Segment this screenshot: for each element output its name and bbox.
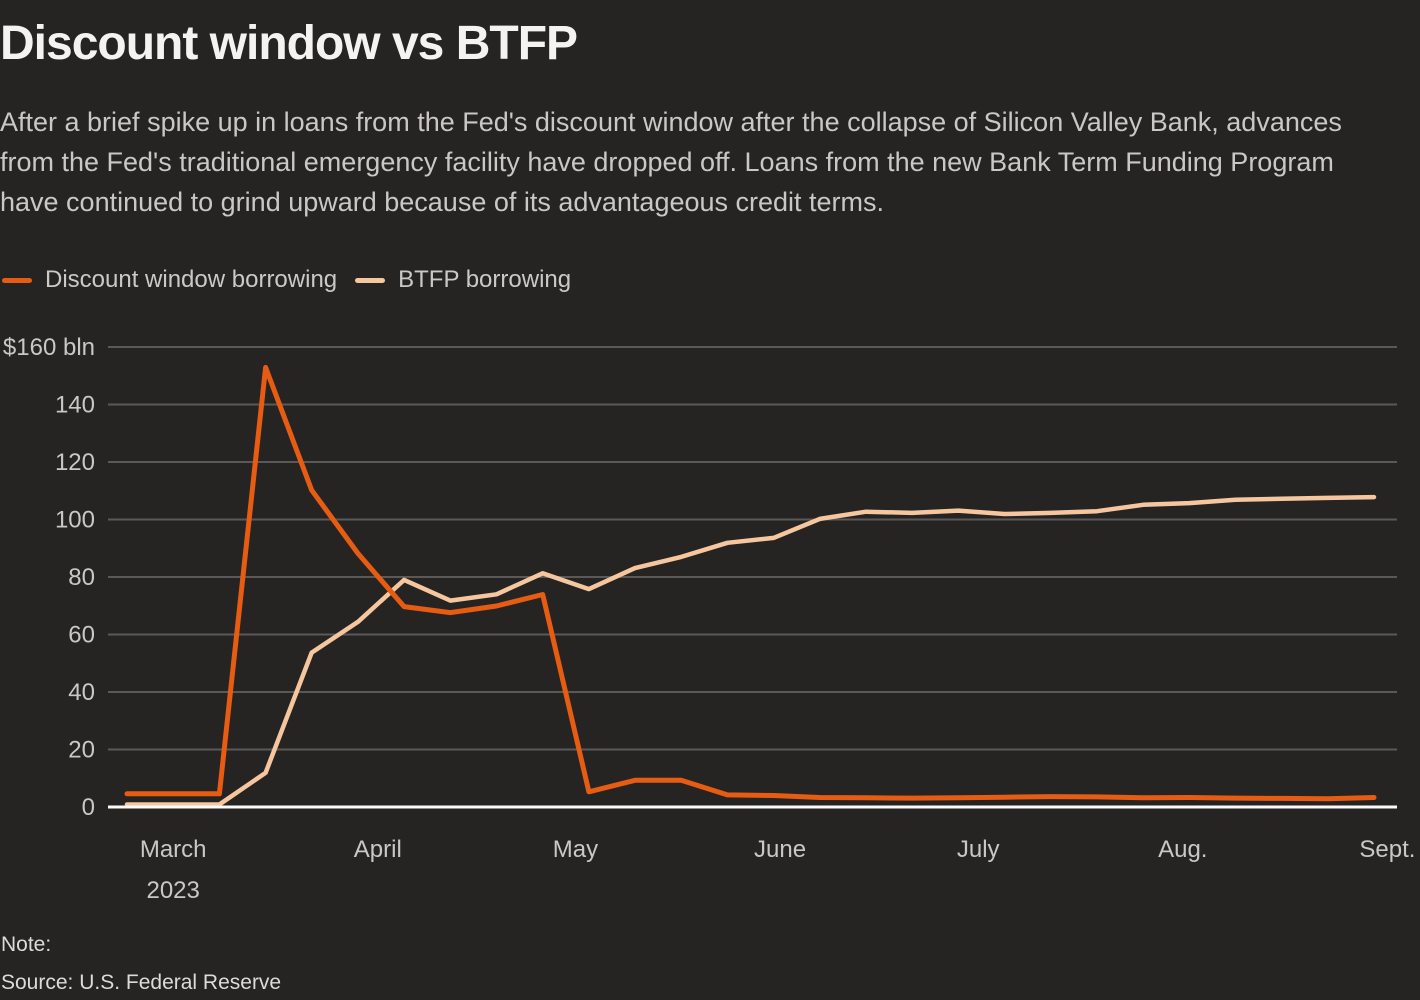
chart-subtitle: After a brief spike up in loans from the… bbox=[0, 107, 1342, 217]
x-tick-label: July bbox=[957, 836, 1000, 863]
legend-label-btfp: BTFP borrowing bbox=[398, 266, 572, 293]
y-tick-label: 20 bbox=[68, 737, 95, 764]
legend-item-btfp: BTFP borrowing bbox=[355, 266, 571, 294]
y-tick-label: 40 bbox=[68, 679, 95, 706]
line-chart: 0 20 40 60 80 100 120 140 $160 bln March 2023 April… bbox=[3, 334, 1416, 904]
footer-note: Note: bbox=[1, 933, 52, 956]
legend-label-discount-window: Discount window borrowing bbox=[45, 266, 338, 293]
y-tick-label: 140 bbox=[55, 392, 95, 419]
legend: Discount window borrowing BTFP borrowing bbox=[2, 266, 571, 294]
series-line-btfp bbox=[124, 494, 1377, 807]
x-tick-label: April bbox=[354, 836, 402, 863]
x-tick-year-label: 2023 bbox=[146, 877, 199, 904]
y-tick-label: 0 bbox=[82, 794, 95, 821]
x-tick-label: Aug. bbox=[1158, 836, 1207, 863]
y-tick-label: 120 bbox=[55, 449, 95, 476]
legend-item-discount-window: Discount window borrowing bbox=[2, 266, 337, 294]
chart-title: Discount window vs BTFP bbox=[0, 17, 578, 70]
x-tick-label: May bbox=[553, 836, 598, 863]
footer-source: Source: U.S. Federal Reserve bbox=[1, 971, 282, 994]
series-line-discount-window bbox=[124, 364, 1377, 802]
y-tick-label: 60 bbox=[68, 622, 95, 649]
y-tick-label: 100 bbox=[55, 507, 95, 534]
legend-swatch-discount-window-icon bbox=[2, 277, 32, 283]
x-tick-label: Sept. bbox=[1359, 836, 1415, 863]
x-tick-label: June bbox=[754, 836, 806, 863]
y-tick-label: $160 bln bbox=[3, 334, 95, 361]
y-tick-label: 80 bbox=[68, 564, 95, 591]
x-tick-label: March bbox=[140, 836, 207, 863]
legend-swatch-btfp-icon bbox=[355, 277, 386, 283]
